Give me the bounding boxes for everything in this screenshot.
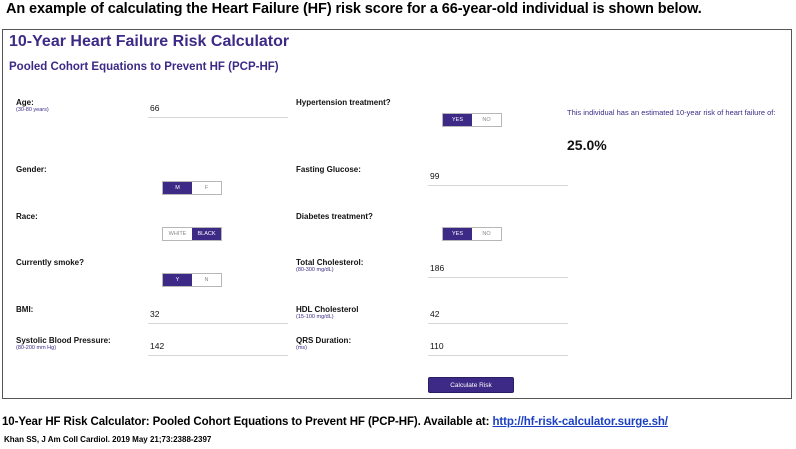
calculator-link[interactable]: http://hf-risk-calculator.surge.sh/ — [492, 416, 668, 428]
race-option-white[interactable]: WHITE — [163, 228, 192, 240]
hdl-hint: (15-100 mg/dL) — [296, 314, 334, 320]
smoke-label: Currently smoke? — [16, 258, 85, 267]
total-chol-label: Total Cholesterol: — [296, 258, 364, 267]
sbp-hint: (80-200 mm Hg) — [16, 345, 57, 351]
sbp-input[interactable]: 142 — [148, 336, 288, 356]
result-description: This individual has an estimated 10-year… — [567, 108, 776, 117]
qrs-input[interactable]: 110 — [428, 336, 568, 356]
htn-treatment-toggle[interactable]: YES NO — [442, 113, 502, 127]
gender-toggle[interactable]: M F — [162, 181, 222, 195]
diabetes-option-yes[interactable]: YES — [443, 228, 472, 240]
smoke-option-n[interactable]: N — [192, 274, 221, 286]
smoke-toggle[interactable]: Y N — [162, 273, 222, 287]
diabetes-option-no[interactable]: NO — [472, 228, 501, 240]
diabetes-treatment-label: Diabetes treatment? — [296, 212, 373, 221]
smoke-option-y[interactable]: Y — [163, 274, 192, 286]
calculator-title: 10-Year Heart Failure Risk Calculator — [9, 33, 290, 50]
gender-option-f[interactable]: F — [192, 182, 221, 194]
hdl-input[interactable]: 42 — [428, 304, 568, 324]
age-hint: (30-80 years) — [16, 107, 49, 113]
calculator-panel: 10-Year Heart Failure Risk Calculator Po… — [2, 29, 792, 399]
race-label: Race: — [16, 212, 38, 221]
htn-option-no[interactable]: NO — [472, 114, 501, 126]
glucose-label: Fasting Glucose: — [296, 165, 361, 174]
footer-caption-text: 10-Year HF Risk Calculator: Pooled Cohor… — [2, 416, 493, 428]
citation: Khan SS, J Am Coll Cardiol. 2019 May 21;… — [4, 435, 212, 444]
footer-caption: 10-Year HF Risk Calculator: Pooled Cohor… — [2, 416, 668, 428]
gender-label: Gender: — [16, 165, 47, 174]
total-chol-hint: (80-300 mg/dL) — [296, 267, 334, 273]
hdl-label: HDL Cholesterol — [296, 305, 359, 314]
bmi-input[interactable]: 32 — [148, 304, 288, 324]
age-label: Age: — [16, 98, 34, 107]
age-input[interactable]: 66 — [148, 98, 288, 118]
race-toggle[interactable]: WHITE BLACK — [162, 227, 222, 241]
total-chol-input[interactable]: 186 — [428, 258, 568, 278]
race-option-black[interactable]: BLACK — [192, 228, 221, 240]
htn-option-yes[interactable]: YES — [443, 114, 472, 126]
sbp-label: Systolic Blood Pressure: — [16, 336, 111, 345]
calculate-risk-button[interactable]: Calculate Risk — [428, 377, 514, 393]
header-caption: An example of calculating the Heart Fail… — [6, 1, 702, 17]
htn-treatment-label: Hypertension treatment? — [296, 98, 391, 107]
gender-option-m[interactable]: M — [163, 182, 192, 194]
calculator-subtitle: Pooled Cohort Equations to Prevent HF (P… — [9, 61, 279, 73]
diabetes-treatment-toggle[interactable]: YES NO — [442, 227, 502, 241]
glucose-input[interactable]: 99 — [428, 166, 568, 186]
qrs-hint: (ms) — [296, 345, 307, 351]
risk-result-value: 25.0% — [567, 137, 607, 153]
qrs-label: QRS Duration: — [296, 336, 352, 345]
bmi-label: BMI: — [16, 305, 34, 314]
